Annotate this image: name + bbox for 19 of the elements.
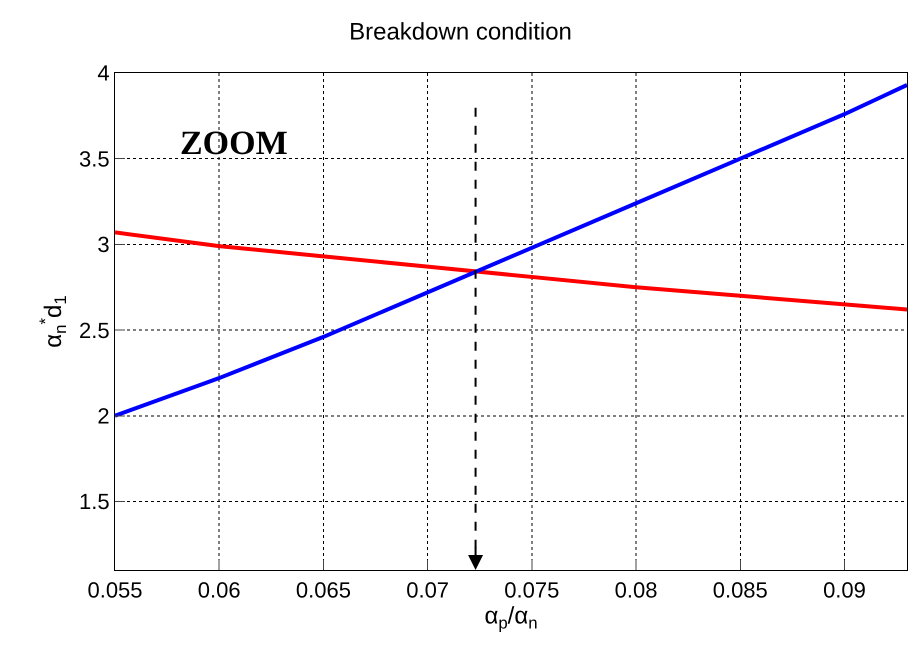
x-tick-label: 0.06 [198,577,241,602]
x-tick-label: 0.055 [87,577,143,602]
x-tick-label: 0.07 [406,577,450,602]
x-tick-label: 0.065 [296,577,351,602]
y-tick-label: 1.5 [79,489,110,514]
y-tick-label: 4 [97,60,110,86]
annotation: ZOOM [180,125,288,162]
x-tick-label: 0.075 [504,577,560,602]
y-tick-label: 3.5 [79,146,110,172]
y-tick-label: 2 [97,403,110,428]
line-series [115,230,907,312]
x-axis-title: α$_{p}$/α$_{n}$ [484,602,538,633]
x-tick-label: 0.085 [712,577,768,602]
y-tick-label: 2.5 [79,318,110,343]
y-tick-label: 3 [97,232,110,258]
line-series [115,83,907,418]
x-tick-label: 0.09 [823,577,866,602]
x-tick-label: 0.08 [614,577,658,602]
chart-title: Breakdown condition [349,18,572,46]
